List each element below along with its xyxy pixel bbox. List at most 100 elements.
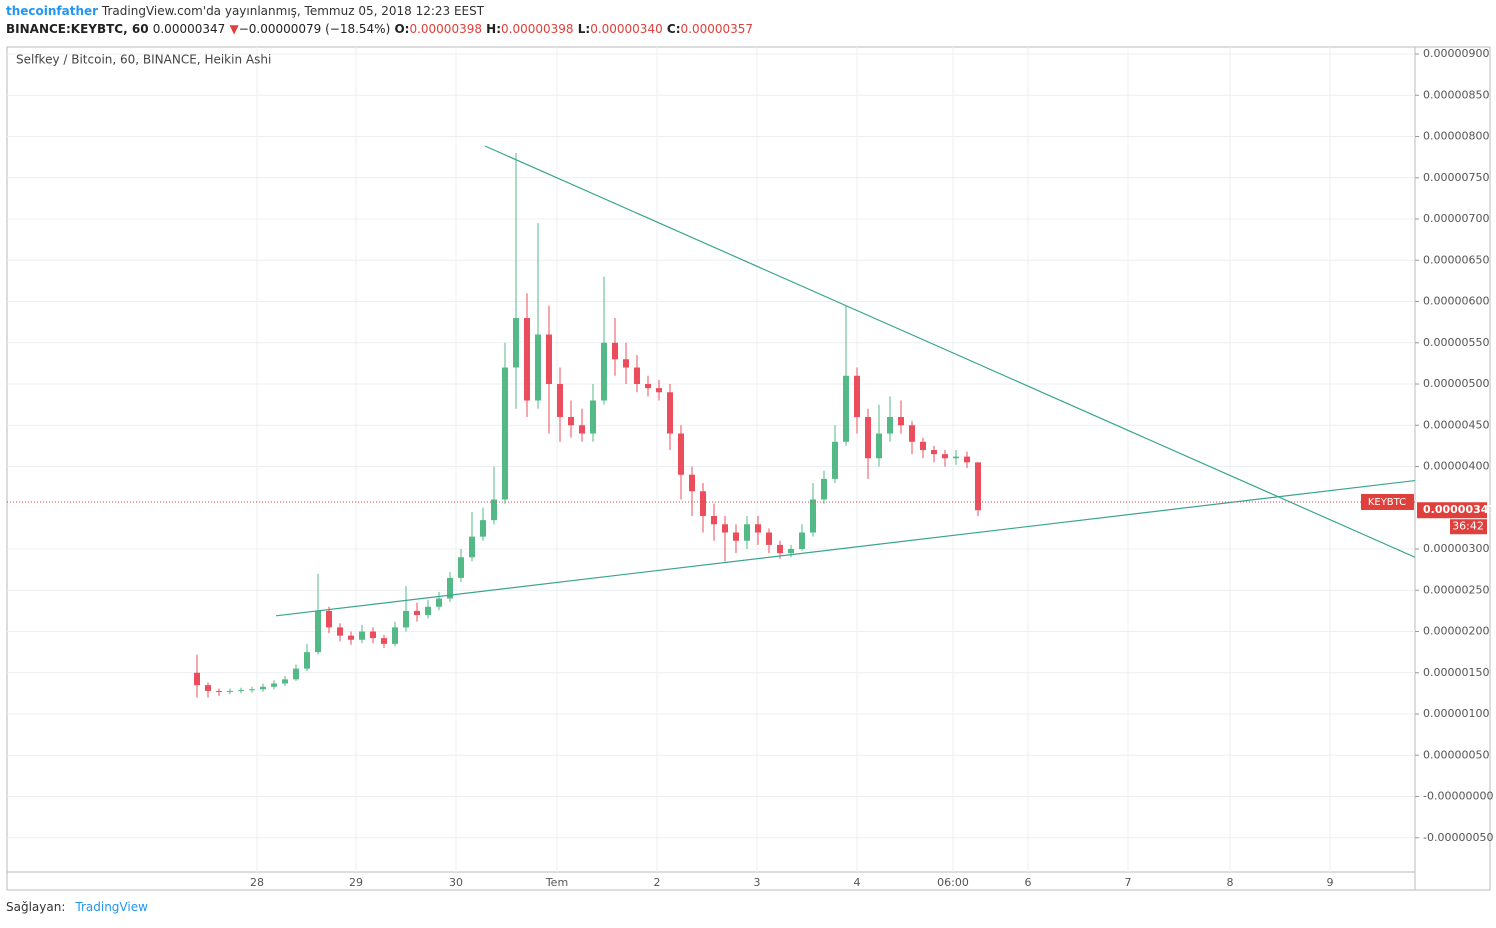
candle-body [667, 392, 673, 434]
candle-body [491, 499, 497, 521]
x-tick-label: Tem [545, 876, 568, 889]
y-tick-label: -0.00000000 [1423, 790, 1493, 803]
candle-body [623, 359, 629, 368]
header-line-2: BINANCE:KEYBTC, 60 0.00000347 ▼−0.000000… [6, 22, 753, 36]
h: 0.00000398 [501, 22, 574, 36]
frame [6, 46, 1491, 891]
header-line-1: thecoinfather TradingView.com'da yayınla… [6, 4, 484, 18]
x-tick-label: 30 [449, 876, 463, 889]
y-tick-label: 0.00000050 [1423, 748, 1489, 761]
candle-body [843, 375, 849, 442]
candle-body [634, 367, 640, 385]
candle-body [865, 417, 871, 459]
y-tick-label: 0.00000700 [1423, 212, 1489, 225]
x-tick-label: 9 [1327, 876, 1334, 889]
candle-body [238, 690, 244, 692]
x-tick-label: 06:00 [937, 876, 969, 889]
candle-body [810, 499, 816, 533]
symbol: BINANCE:KEYBTC, 60 [6, 22, 149, 36]
candle-body [403, 610, 409, 628]
candle-body [964, 456, 970, 463]
candle-body [249, 689, 255, 691]
candle-body [304, 652, 310, 669]
y-tick-label: 0.00000550 [1423, 336, 1489, 349]
candle-body [194, 672, 200, 686]
candle-body [656, 388, 662, 393]
c: 0.00000357 [680, 22, 754, 36]
candle-body [546, 334, 552, 385]
candle-body [282, 679, 288, 684]
y-tick-label: 0.00000150 [1423, 666, 1489, 679]
candle-body [590, 400, 596, 434]
last: 0.00000347 [152, 22, 226, 36]
candle-body [513, 318, 519, 368]
candle-body [535, 334, 541, 401]
candle-body [876, 433, 882, 459]
countdown-bg [1450, 519, 1487, 535]
candle-body [359, 631, 365, 640]
x-tick-label: 3 [754, 876, 761, 889]
price-tag-bg [1417, 502, 1487, 519]
candle-body [271, 683, 277, 687]
candle-body [436, 598, 442, 607]
provider-label: Sağlayan: [6, 900, 66, 914]
candle-body [568, 417, 574, 426]
x-tick-label: 7 [1125, 876, 1132, 889]
author[interactable]: thecoinfather [6, 4, 99, 18]
candle-body [821, 478, 827, 500]
change: −0.00000079 (−18.54%) [238, 22, 391, 36]
candle-body [909, 425, 915, 442]
candle-body [832, 441, 838, 479]
candle-body [425, 606, 431, 616]
x-tick-label: 28 [250, 876, 264, 889]
candle-body [931, 450, 937, 455]
candle-body [414, 610, 420, 616]
candle-body [898, 417, 904, 426]
candle-body [788, 549, 794, 554]
candle-body [854, 375, 860, 418]
candle-body [953, 456, 959, 459]
x-tick-label: 4 [854, 876, 861, 889]
candle-body [293, 668, 299, 680]
x-tick-label: 8 [1227, 876, 1234, 889]
o: 0.00000398 [409, 22, 482, 36]
candle-body [469, 536, 475, 558]
candle-body [766, 532, 772, 545]
candle-body [887, 417, 893, 434]
l: 0.00000340 [590, 22, 663, 36]
candle-body [744, 524, 750, 541]
symbol-tag-bg [1361, 493, 1414, 510]
candle-body [942, 454, 948, 459]
candle-body [920, 441, 926, 451]
candle-body [392, 627, 398, 644]
h-label: H: [486, 22, 502, 36]
y-tick-label: 0.00000900 [1423, 47, 1489, 60]
y-tick-label: 0.00000850 [1423, 88, 1489, 101]
candle-body [458, 557, 464, 578]
y-tick-label: 0.00000400 [1423, 460, 1489, 473]
candle-body [689, 474, 695, 492]
candle-body [205, 685, 211, 691]
provider[interactable]: TradingView [75, 900, 148, 914]
candle-body [755, 524, 761, 533]
candle-body [216, 690, 222, 692]
candle-body [678, 433, 684, 475]
candle-body [645, 384, 651, 389]
candle-body [799, 532, 805, 550]
trendline [275, 479, 1416, 617]
y-tick-label: 0.00000250 [1423, 583, 1489, 596]
candle-body [700, 491, 706, 517]
candle-body [337, 627, 343, 636]
candle-body [524, 318, 530, 401]
c-label: C: [666, 22, 681, 36]
arrow: ▼ [229, 22, 239, 36]
footer: Sağlayan: TradingView [6, 900, 148, 914]
candle-body [447, 577, 453, 599]
x-tick-label: 6 [1025, 876, 1032, 889]
candle-body [502, 367, 508, 500]
candle-body [557, 384, 563, 418]
y-tick-label: 0.00000650 [1423, 253, 1489, 266]
candle-body [480, 520, 486, 537]
